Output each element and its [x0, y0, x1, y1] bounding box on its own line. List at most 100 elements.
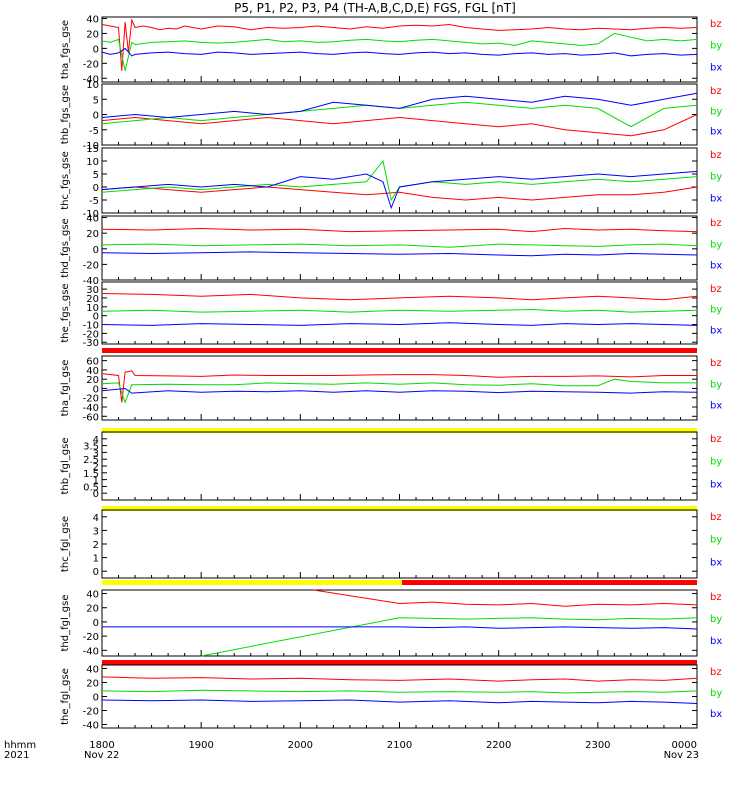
panel-6-ylabel: thb_fgl_gse — [60, 438, 71, 495]
panel-6-frame — [101, 431, 698, 501]
panel-3-ytick-label: -40 — [83, 276, 99, 287]
panel-3-frame — [101, 215, 698, 281]
xaxis-tick-hhmm-4: 2200 — [486, 740, 511, 751]
panel-5-ytick-label: 60 — [86, 357, 99, 368]
panel-9-ytick-label: -20 — [83, 707, 99, 718]
panel-4-ytick-label: 30 — [86, 285, 99, 296]
panel-3-legend-bz: bz — [710, 218, 722, 229]
panel-7-ytick-label: 1 — [93, 554, 99, 565]
panel-9-legend-bz: bz — [710, 667, 722, 678]
panel-5-ytick-label: -40 — [83, 403, 99, 414]
panel-0-series-bx — [101, 47, 698, 57]
panel-8-series-by — [201, 617, 698, 657]
panel-8-legend-bx: bx — [710, 636, 722, 647]
panel-2-ylabel: thc_fgs_gse — [60, 151, 71, 210]
plot-title: P5, P1, P2, P3, P4 (TH-A,B,C,D,E) FGS, F… — [234, 1, 516, 15]
panel-7-legend-bz: bz — [710, 512, 722, 523]
panel-2-series-by — [101, 159, 698, 202]
panel-5-series-bx — [101, 387, 698, 394]
xaxis-row-label-hhmm: hhmm — [4, 740, 36, 751]
panel-9-ytick-label: -40 — [83, 721, 99, 732]
panel-4-ytick-label: -30 — [83, 338, 99, 349]
panel-6-ytick-label: 3 — [93, 448, 99, 459]
panel-2-series-bx — [101, 170, 698, 210]
panel-6-legend-bx: bx — [710, 479, 722, 490]
panel-4-ylabel: the_fgs_gse — [60, 283, 71, 342]
panel-8-series-bx — [102, 626, 698, 630]
panel-8-ytick-label: 20 — [86, 604, 99, 615]
panel-0-ytick-label: -20 — [83, 59, 99, 70]
panel-6-ytick-label: 4 — [93, 435, 99, 446]
panel-5-ytick-label: -60 — [83, 412, 99, 423]
status-bar-0 — [102, 348, 697, 353]
panel-0-legend-bx: bx — [710, 62, 722, 73]
panel-9-series-bz — [101, 676, 698, 682]
panel-2-ytick-label: 0 — [93, 183, 99, 194]
panel-6-ytick-label: 1 — [93, 476, 99, 487]
panel-0-series-bz — [101, 18, 698, 71]
panel-5-ylabel: tha_fgl_gse — [60, 360, 71, 417]
panel-6-ytick-label: 1.5 — [83, 469, 99, 480]
panel-6-legend-by: by — [710, 457, 722, 468]
panel-5-series-bz — [101, 370, 697, 403]
panel-3-legend-by: by — [710, 239, 722, 250]
panel-0-legend-bz: bz — [710, 19, 722, 30]
panel-3-legend-bx: bx — [710, 261, 722, 272]
panel-1-ytick-label: 5 — [93, 95, 99, 106]
panel-1-legend-by: by — [710, 106, 722, 117]
panel-8-frame — [101, 589, 698, 657]
panel-7-ytick-label: 0 — [93, 567, 99, 578]
xaxis-tick-hhmm-0: 1800 — [89, 740, 114, 751]
xaxis-tick-hhmm-1: 1900 — [188, 740, 213, 751]
xaxis-tick-hhmm-2: 2000 — [288, 740, 313, 751]
status-bar-yellow-partial — [102, 580, 402, 585]
panel-0-ytick-label: -40 — [83, 74, 99, 85]
panel-3-ytick-label: 0 — [93, 245, 99, 256]
panel-9-legend-bx: bx — [710, 709, 722, 720]
panel-9-series-by — [101, 689, 698, 694]
panel-1-legend-bx: bx — [710, 127, 722, 138]
panel-1-frame — [101, 83, 698, 146]
panel-7-legend-bx: bx — [710, 557, 722, 568]
xaxis-tick-date-0: Nov 22 — [84, 750, 119, 761]
panel-8-series-bz — [313, 589, 698, 607]
panel-8-ytick-label: -20 — [83, 632, 99, 643]
panel-5-legend-bx: bx — [710, 401, 722, 412]
panel-4-series-by — [101, 308, 698, 313]
panel-3-ytick-label: 40 — [86, 214, 99, 225]
panel-2-legend-bz: bz — [710, 150, 722, 161]
panel-5-ytick-label: 0 — [93, 384, 99, 395]
panel-7-ytick-label: 3 — [93, 526, 99, 537]
panel-9-ytick-label: 20 — [86, 679, 99, 690]
panel-6-legend-bz: bz — [710, 434, 722, 445]
panel-9-ytick-label: 40 — [86, 665, 99, 676]
panel-0-ytick-label: 0 — [93, 44, 99, 55]
panel-5-frame — [101, 355, 698, 421]
panel-1-ylabel: thb_fgs_gse — [60, 85, 71, 144]
panel-6-ytick-label: 3.5 — [83, 442, 99, 453]
panel-8-ylabel: thd_fgl_gse — [60, 595, 71, 652]
panel-3-ytick-label: 20 — [86, 229, 99, 240]
panel-3-series-by — [101, 243, 698, 248]
panel-2-ytick-label: -10 — [83, 209, 99, 220]
panel-2-ytick-label: -5 — [89, 196, 99, 207]
panel-9-frame — [101, 664, 698, 729]
panel-5-ytick-label: -20 — [83, 394, 99, 405]
panel-2-series-bz — [101, 186, 698, 201]
panel-7-ytick-label: 4 — [93, 513, 99, 524]
xaxis-tick-hhmm-6: 0000 — [672, 740, 697, 751]
panel-5-legend-bz: bz — [710, 358, 722, 369]
panel-1-ytick-label: -10 — [83, 141, 99, 152]
panel-9-legend-by: by — [710, 688, 722, 699]
panel-1-ytick-label: -5 — [89, 126, 99, 137]
panel-0-series-by — [101, 32, 698, 71]
panel-7-frame — [101, 509, 698, 579]
panel-3-series-bz — [101, 227, 698, 233]
panel-9-series-bx — [101, 699, 698, 704]
panel-4-ytick-label: -20 — [83, 329, 99, 340]
panel-4-legend-by: by — [710, 305, 722, 316]
status-bar-2 — [102, 506, 697, 511]
panel-0-legend-by: by — [710, 41, 722, 52]
panel-2-ytick-label: 10 — [86, 157, 99, 168]
